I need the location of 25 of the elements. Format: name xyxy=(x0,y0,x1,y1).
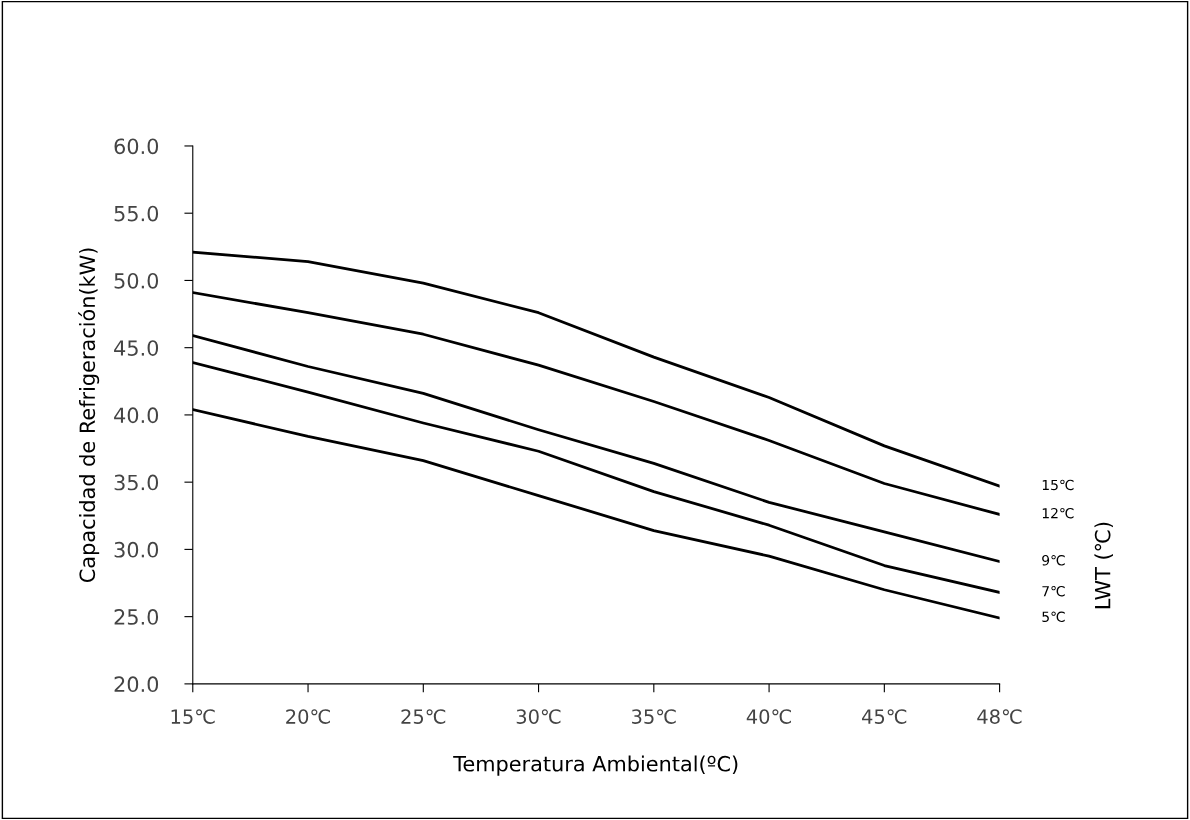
x-tick-label: 35℃ xyxy=(632,709,676,724)
y-tick-label: 20.0 xyxy=(114,676,159,693)
x-tick-label: 20℃ xyxy=(286,709,330,724)
x-tick-label: 40℃ xyxy=(746,709,791,724)
x-tick-label: 45℃ xyxy=(862,709,907,724)
text: 15℃ xyxy=(1042,479,1074,491)
x-tick-label: 15℃ xyxy=(171,709,215,724)
text: 12℃ xyxy=(1042,507,1074,519)
legend-title: LWT (℃) xyxy=(1094,522,1113,609)
y-tick-label: 50.0 xyxy=(114,272,159,289)
x-tick-label: 48℃ xyxy=(977,709,1022,724)
text: 9℃ xyxy=(1042,555,1065,566)
text: 5℃ xyxy=(1042,611,1065,623)
y-axis-title: Capacidad de Refrigeración(kW) xyxy=(78,248,100,583)
x-tick-label: 30℃ xyxy=(516,709,561,724)
x-axis-title: Temperatura Ambiental(ºC) xyxy=(453,755,738,776)
y-tick-label: 60.0 xyxy=(114,138,159,155)
y-tick-label: 30.0 xyxy=(114,541,159,558)
y-tick-label: 55.0 xyxy=(114,205,159,222)
y-tick-label: 25.0 xyxy=(114,609,159,625)
x-tick-label: 25℃ xyxy=(401,709,446,724)
text: 7℃ xyxy=(1042,585,1065,597)
y-tick-label: 40.0 xyxy=(114,407,159,424)
y-tick-label: 45.0 xyxy=(114,340,159,356)
y-tick-label: 35.0 xyxy=(114,474,159,491)
